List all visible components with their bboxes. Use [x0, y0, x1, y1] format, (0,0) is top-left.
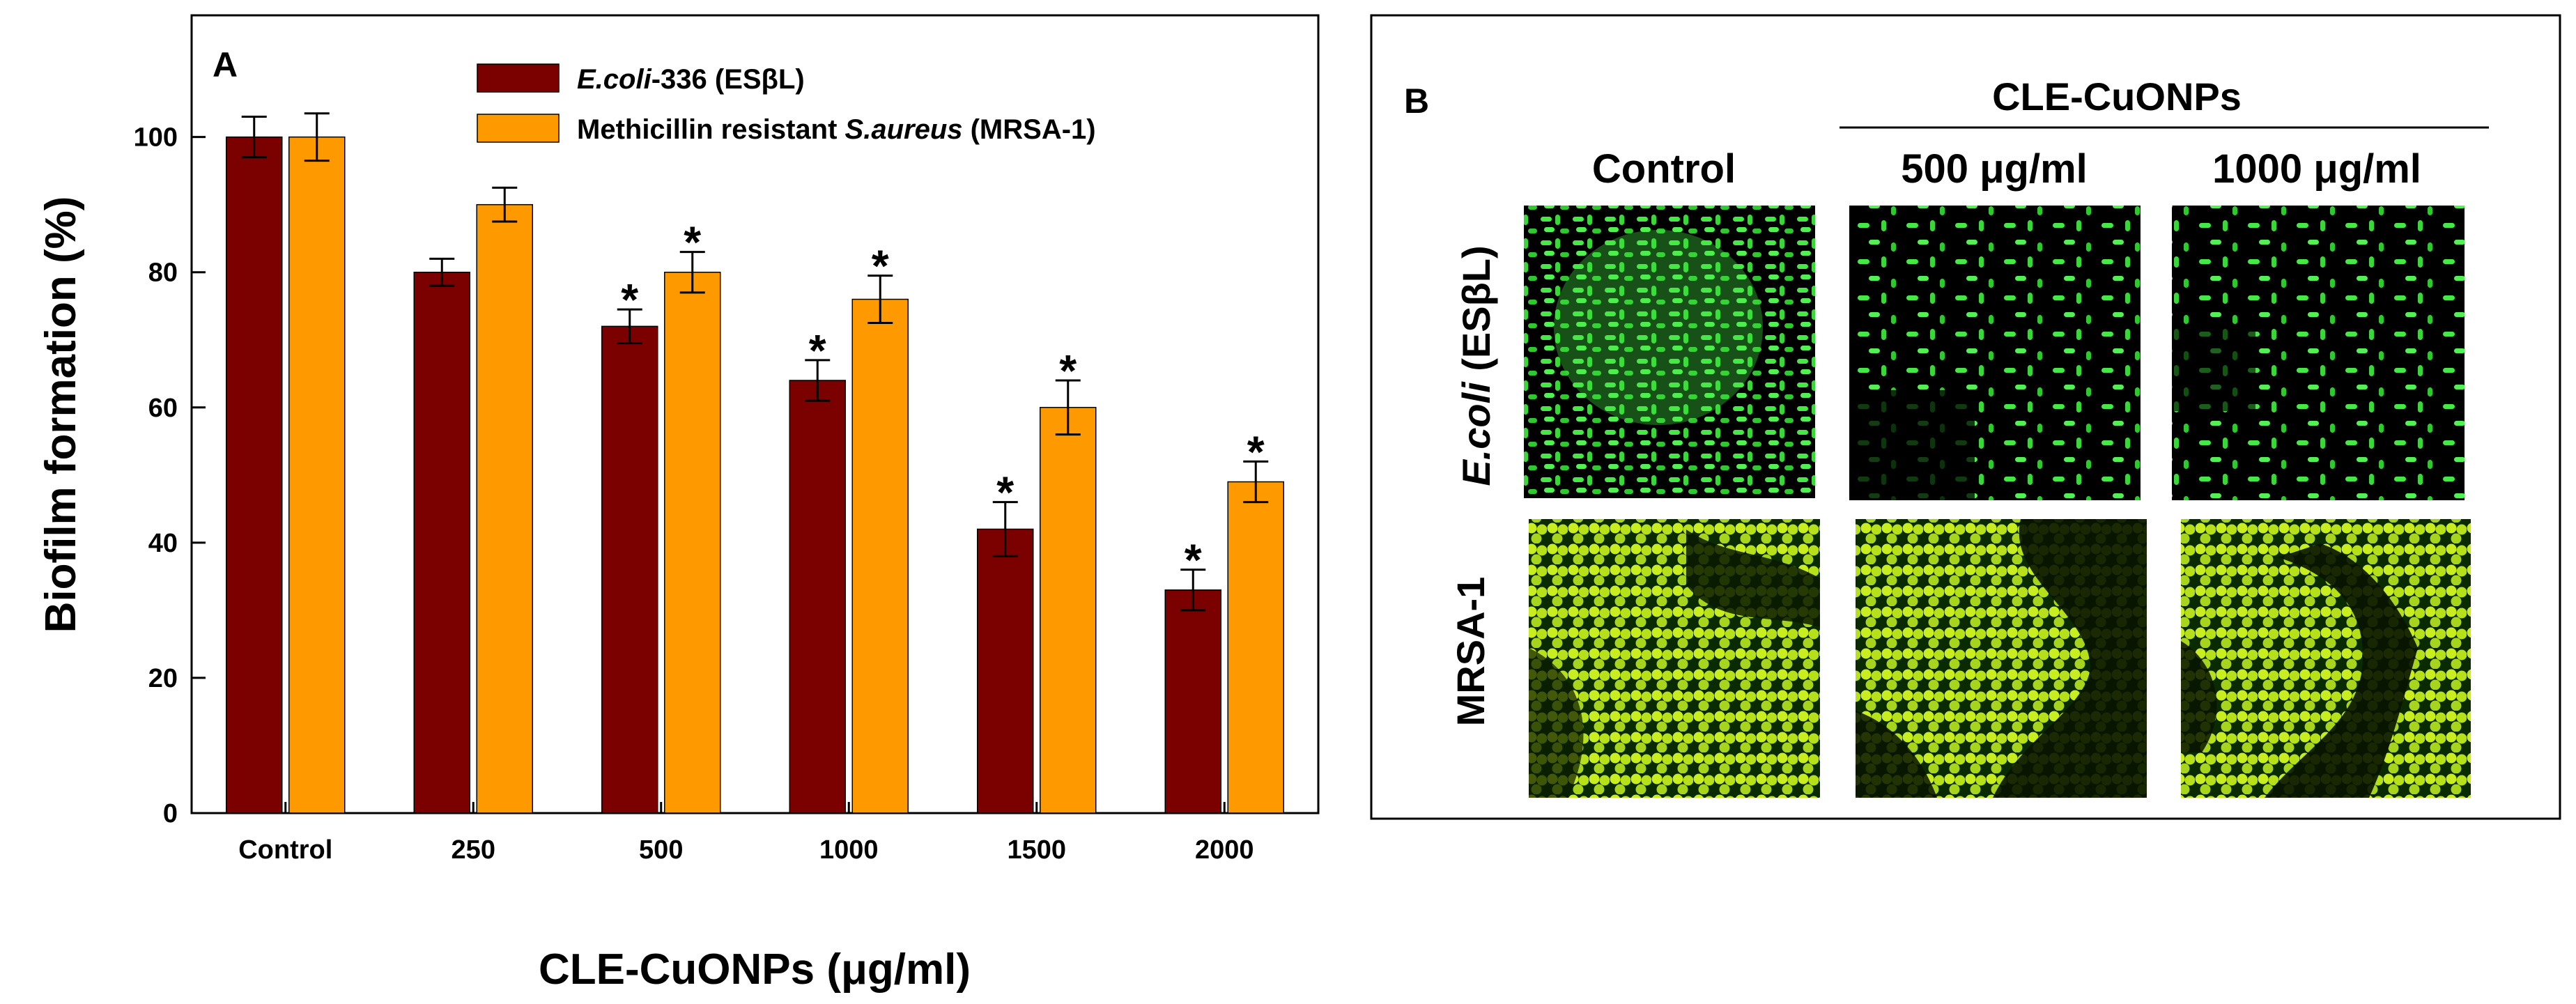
bar	[476, 203, 533, 814]
panel-b-group-header: CLE-CuONPs	[1992, 75, 2242, 118]
x-tick-label: 250	[452, 835, 495, 865]
significance-star: *	[1185, 535, 1202, 585]
bar	[226, 136, 283, 814]
plot-frame	[190, 14, 1320, 814]
x-tick-label: 1000	[819, 835, 879, 865]
y-tick-label: 60	[148, 394, 178, 423]
bar	[789, 380, 846, 814]
panel-b-frame	[1370, 14, 2561, 820]
x-tick-label: 2000	[1195, 835, 1254, 865]
y-tick-label: 0	[163, 799, 178, 828]
significance-star: *	[621, 275, 638, 325]
bar	[1040, 407, 1097, 814]
x-tick-label: 1500	[1007, 835, 1066, 865]
legend-swatch-ecoli	[477, 63, 560, 93]
x-axis-title: CLE-CuONPs (μg/ml)	[539, 945, 971, 994]
legend-label-mrsa: Methicillin resistant S.aureus (MRSA-1)	[577, 114, 1096, 145]
bar	[977, 528, 1034, 814]
y-tick-label: 40	[148, 529, 178, 558]
bar	[851, 298, 909, 814]
bar	[413, 271, 470, 814]
micrograph-ecoli-1000	[2172, 206, 2465, 500]
micrograph-ecoli-control	[1524, 206, 1815, 498]
bar	[1164, 589, 1221, 814]
micrograph-mrsa-1000	[2181, 519, 2471, 798]
micrograph-mrsa-control	[1529, 519, 1820, 798]
row-label-mrsa: MRSA-1	[1449, 577, 1493, 727]
row-label-ecoli: E.coli (ESβL)	[1454, 245, 1498, 486]
panel-b-label: B	[1404, 82, 1429, 121]
y-axis-title: Biofilm formation (%)	[37, 196, 85, 633]
x-tick-label: 500	[639, 835, 683, 865]
significance-star: *	[872, 241, 889, 291]
significance-markers: * * * * * * * *	[621, 217, 1265, 585]
panel-a-label: A	[213, 45, 238, 84]
y-tick-label: 80	[148, 258, 178, 288]
bar	[664, 271, 721, 814]
bar	[601, 325, 658, 814]
micrograph-ecoli-500	[1849, 206, 2141, 500]
column-label-1000: 1000 μg/ml	[2212, 146, 2421, 192]
significance-star: *	[1247, 426, 1265, 477]
x-tick-label: Control	[238, 835, 332, 865]
legend-swatch-mrsa	[477, 114, 560, 143]
column-label-control: Control	[1592, 146, 1736, 192]
significance-star: *	[996, 468, 1014, 518]
y-axis: 0 20 40 60 80 100	[134, 123, 206, 828]
bars	[226, 136, 1284, 814]
significance-star: *	[809, 325, 826, 376]
y-tick-label: 100	[134, 123, 178, 153]
error-bars	[241, 112, 1269, 612]
legend-label-ecoli: E.coli-336 (ESβL)	[577, 64, 805, 95]
micrograph-mrsa-500	[1856, 519, 2147, 798]
bar	[288, 136, 346, 814]
legend: E.coli-336 (ESβL) Methicillin resistant …	[477, 63, 1096, 145]
significance-star: *	[1059, 346, 1077, 396]
significance-star: *	[684, 217, 701, 268]
x-axis: Control 250 500 1000 1500 2000	[238, 802, 1254, 865]
y-tick-label: 20	[148, 664, 178, 693]
bar	[1227, 481, 1284, 814]
column-label-500: 500 μg/ml	[1901, 146, 2088, 192]
